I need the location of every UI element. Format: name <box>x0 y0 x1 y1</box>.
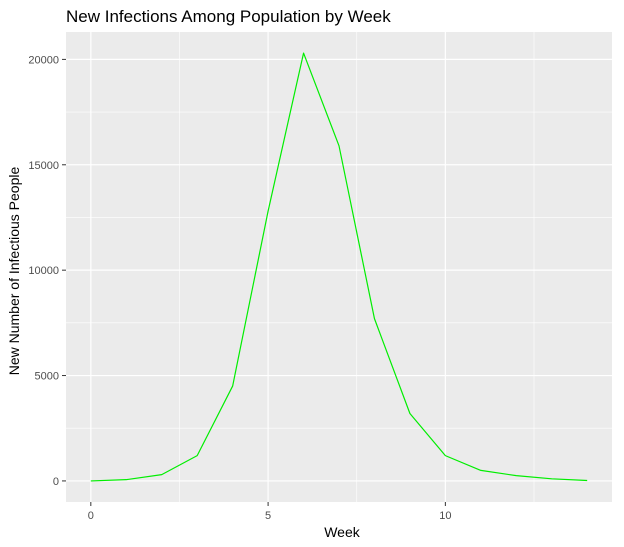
y-tick-label: 20000 <box>28 54 59 66</box>
y-tick-label: 10000 <box>28 265 59 277</box>
x-tick-label: 0 <box>88 510 94 522</box>
y-tick-label: 15000 <box>28 160 59 172</box>
series-layer <box>90 52 588 482</box>
x-tick-label: 5 <box>265 510 271 522</box>
x-axis: 0 5 10 <box>88 502 451 522</box>
y-tick-label: 5000 <box>35 371 59 383</box>
y-axis-label: New Number of Infectious People <box>6 167 22 376</box>
y-tick-label: 0 <box>53 476 59 488</box>
grid-major <box>66 32 612 502</box>
y-axis: 0 5000 10000 15000 20000 <box>28 54 66 488</box>
chart-title: New Infections Among Population by Week <box>66 7 391 26</box>
plot-panel <box>66 32 612 502</box>
series-line-0 <box>90 52 588 482</box>
grid-minor <box>66 32 612 502</box>
x-tick-label: 10 <box>439 510 451 522</box>
x-axis-label: Week <box>324 524 361 540</box>
